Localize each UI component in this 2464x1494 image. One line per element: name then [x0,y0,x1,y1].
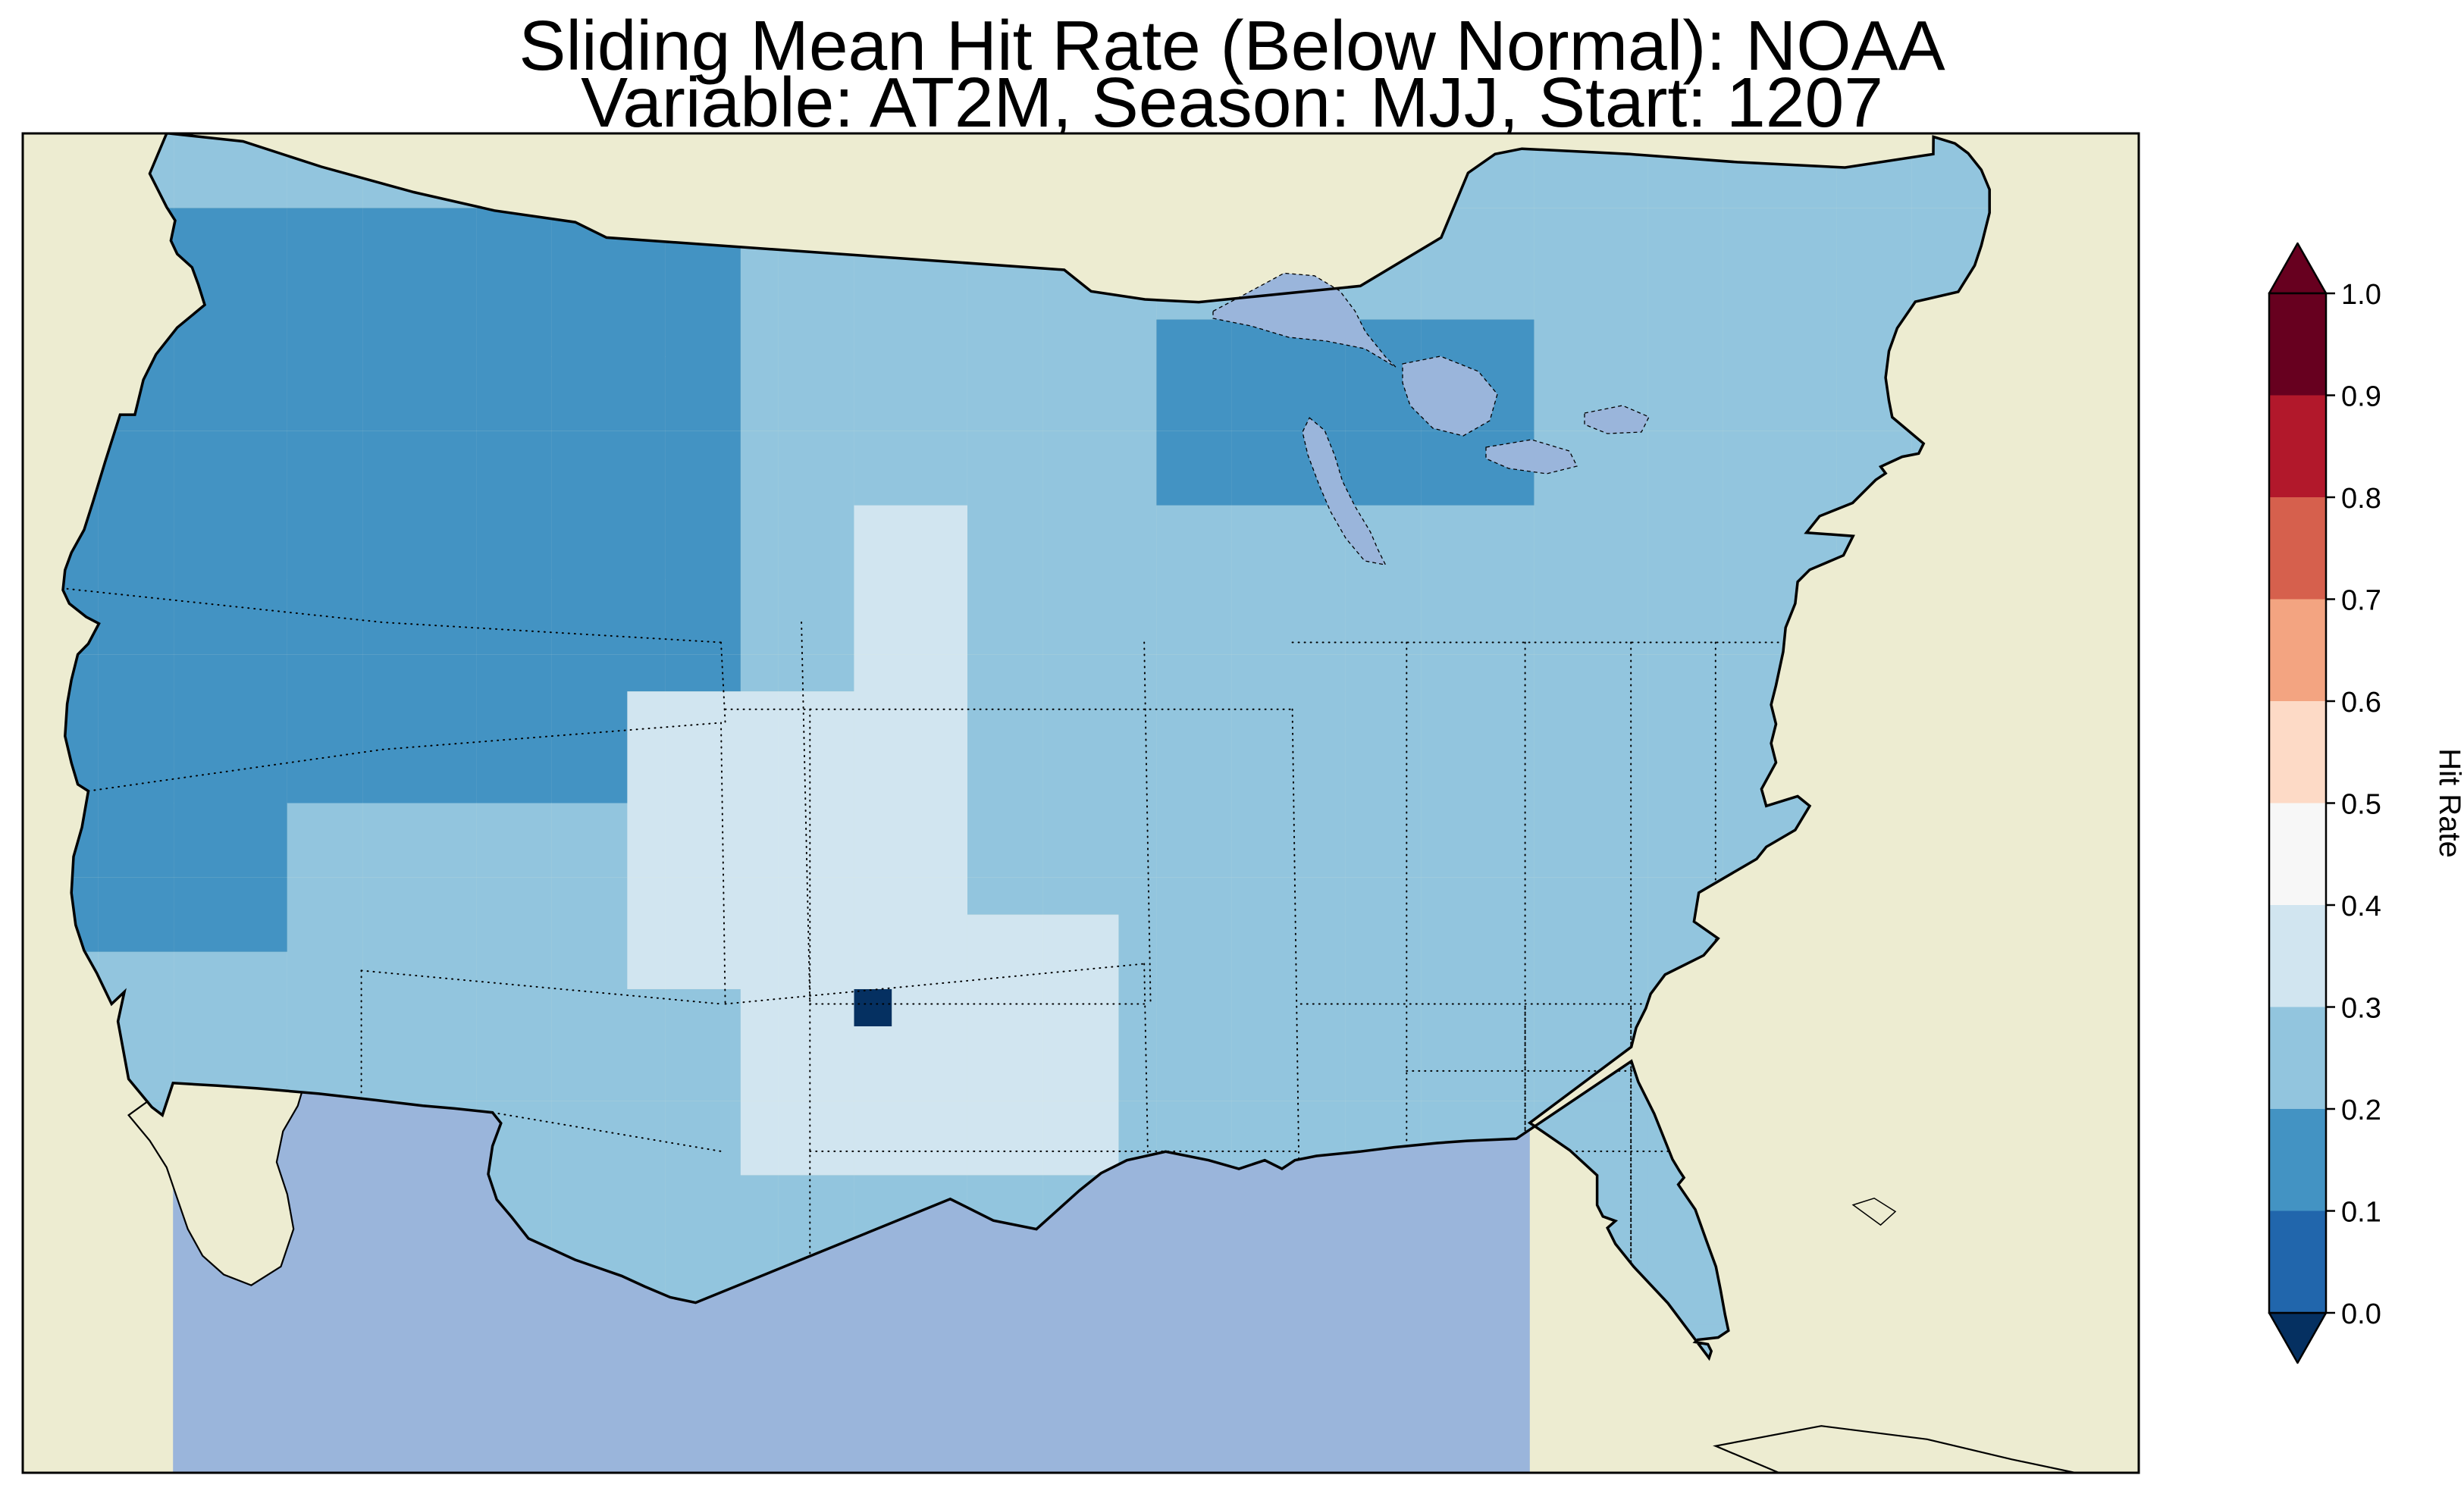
svg-text:0.3: 0.3 [2341,993,2381,1025]
svg-text:0.1: 0.1 [2341,1197,2381,1229]
svg-text:1.0: 1.0 [2341,279,2381,311]
svg-text:0.8: 0.8 [2341,483,2381,515]
svg-text:0.0: 0.0 [2341,1298,2381,1330]
svg-text:Hit Rate: Hit Rate [2433,748,2464,858]
svg-text:0.2: 0.2 [2341,1095,2381,1126]
svg-text:0.4: 0.4 [2341,891,2381,922]
svg-text:0.5: 0.5 [2341,789,2381,821]
svg-text:0.7: 0.7 [2341,585,2381,617]
svg-text:0.6: 0.6 [2341,687,2381,719]
svg-text:0.9: 0.9 [2341,381,2381,413]
